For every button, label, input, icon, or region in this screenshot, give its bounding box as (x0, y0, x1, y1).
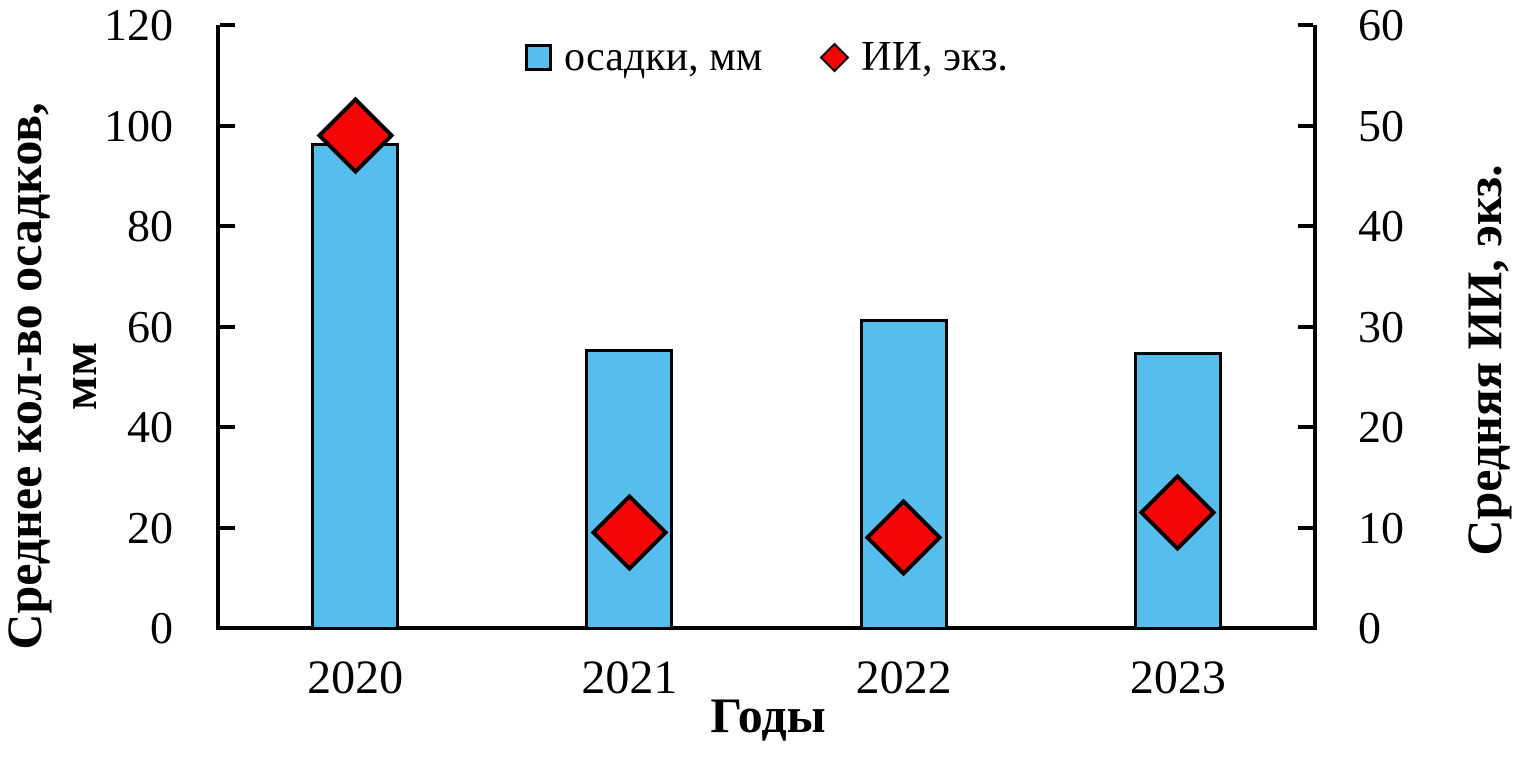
y-left-tick-mark (220, 123, 235, 128)
legend-label-precipitation: осадки, мм (564, 34, 763, 80)
legend-item-precipitation: осадки, мм (525, 33, 762, 81)
legend-label-ii: ИИ, экз. (861, 34, 1008, 80)
bar-2020 (311, 143, 400, 630)
y-right-tick-mark (1298, 525, 1313, 530)
y-right-tick-mark (1298, 123, 1313, 128)
y-left-tick-label: 60 (127, 300, 173, 352)
y-left-tick-mark (220, 525, 235, 530)
y-right-tick-mark (1298, 425, 1313, 429)
x-tick-label-2021: 2021 (581, 651, 678, 704)
y-right-tick-label: 10 (1358, 501, 1404, 553)
x-tick-label-2020: 2020 (307, 651, 404, 704)
y-axis-left-line (216, 25, 220, 630)
y-right-tick-label: 0 (1358, 602, 1381, 653)
legend: осадки, мм ИИ, экз. (218, 30, 1315, 84)
x-axis-title: Годы (710, 687, 826, 743)
y-right-tick-label: 40 (1358, 200, 1404, 251)
y-left-tick-label: 100 (104, 99, 173, 151)
x-tick-label-2023: 2023 (1129, 651, 1226, 704)
legend-item-ii: ИИ, экз. (819, 33, 1008, 81)
x-axis-line (216, 626, 1317, 630)
y-left-tick-mark (220, 224, 235, 228)
y-left-tick-label: 40 (127, 401, 173, 452)
y-left-tick-mark (220, 23, 235, 27)
y-axis-right-line (1313, 25, 1317, 630)
precipitation-swatch-icon (525, 43, 553, 71)
y-left-tick-mark (220, 425, 235, 429)
y-left-tick-label: 120 (104, 0, 173, 50)
y-right-tick-label: 30 (1358, 300, 1404, 352)
y-right-tick-label: 50 (1358, 99, 1404, 151)
y-right-tick-label: 60 (1358, 0, 1404, 50)
y-left-tick-label: 0 (150, 602, 173, 653)
bar-2021 (585, 349, 674, 630)
x-tick-label-2022: 2022 (855, 651, 952, 704)
y-left-tick-label: 80 (127, 200, 173, 251)
y-right-tick-label: 20 (1358, 401, 1404, 452)
y-right-tick-mark (1298, 324, 1313, 329)
ii-swatch-icon (819, 42, 850, 72)
y-left-tick-mark (220, 324, 235, 329)
y-right-tick-mark (1298, 23, 1313, 27)
bar-2022 (859, 318, 948, 630)
y-right-tick-mark (1298, 224, 1313, 228)
y-left-tick-label: 20 (127, 501, 173, 553)
